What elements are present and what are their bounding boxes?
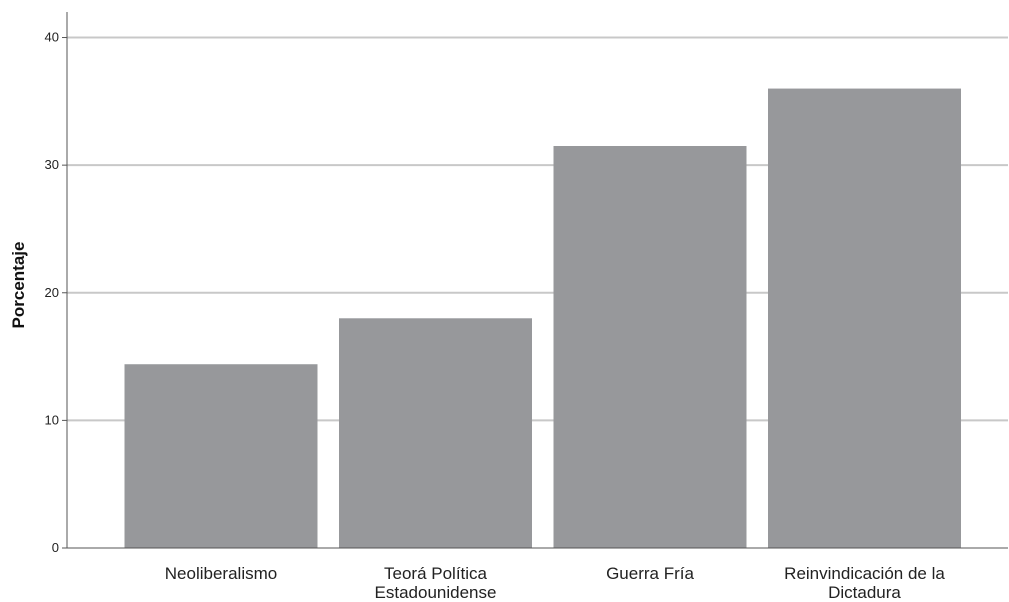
y-tick-label-40: 40 bbox=[45, 30, 59, 45]
x-tick-label-1-line-1: Estadounidense bbox=[375, 583, 497, 602]
bar-2 bbox=[553, 146, 747, 548]
x-tick-label-0: Neoliberalismo bbox=[165, 564, 277, 583]
x-tick-label-3-line-0: Reinvindicación de la bbox=[784, 564, 945, 583]
x-tick-label-1-line-0: Teorá Política bbox=[384, 564, 488, 583]
y-tick-label-0: 0 bbox=[52, 540, 59, 555]
axes bbox=[62, 12, 1008, 549]
bar-3 bbox=[768, 88, 961, 549]
bar-1 bbox=[339, 318, 532, 548]
x-tick-label-2: Guerra Fría bbox=[606, 564, 694, 583]
y-tick-label-20: 20 bbox=[45, 285, 59, 300]
bar-0 bbox=[124, 364, 318, 548]
y-tick-label-30: 30 bbox=[45, 157, 59, 172]
bars bbox=[124, 88, 961, 549]
labels: 0 10 20 30 40 Neoliberalismo Teorá PolíticaEst… bbox=[45, 30, 946, 602]
y-axis-title: Porcentaje bbox=[9, 242, 28, 329]
y-tick-label-10: 10 bbox=[45, 412, 59, 427]
x-tick-label-3-line-1: Dictadura bbox=[828, 583, 901, 602]
